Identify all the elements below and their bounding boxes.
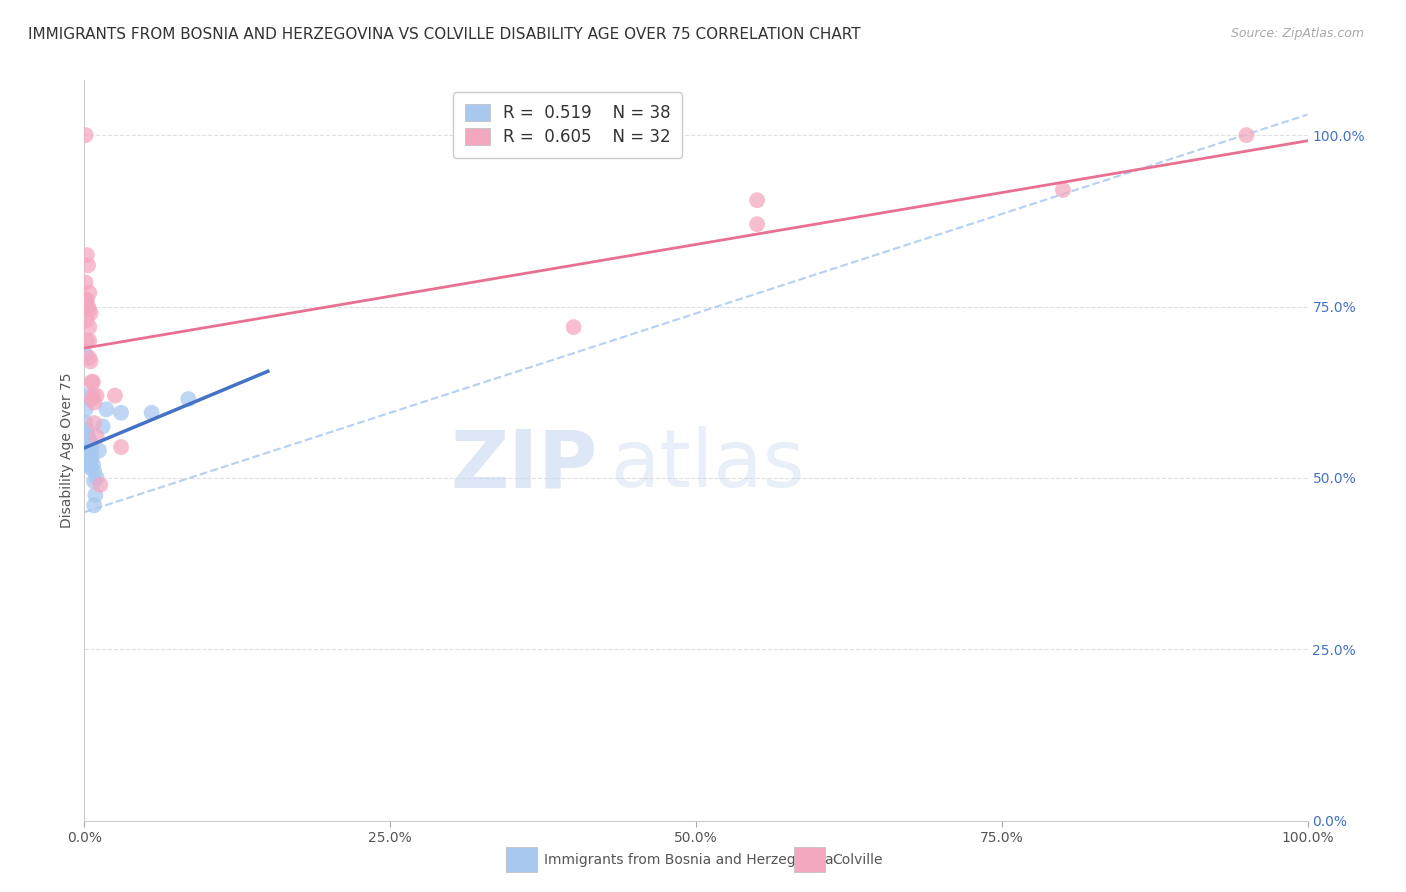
Point [104, 389, 127, 403]
Point [80, 442, 103, 456]
Point [747, 217, 769, 231]
Point [76, 313, 98, 327]
Point [177, 392, 200, 406]
Point [75, 128, 97, 142]
Point [75, 443, 97, 458]
Point [80, 375, 103, 389]
Text: IMMIGRANTS FROM BOSNIA AND HERZEGOVINA VS COLVILLE DISABILITY AGE OVER 75 CORREL: IMMIGRANTS FROM BOSNIA AND HERZEGOVINA V… [28, 27, 860, 42]
Point [82, 457, 104, 471]
Point [110, 440, 132, 454]
Point [82, 375, 104, 389]
Point [77, 440, 100, 454]
Text: ZIP: ZIP [451, 426, 598, 504]
Point [86, 471, 108, 485]
Point [80, 450, 103, 465]
Point [77, 302, 100, 317]
Point [141, 406, 163, 420]
Point [76, 248, 98, 262]
Text: atlas: atlas [610, 426, 804, 504]
Point [77, 443, 100, 458]
Point [79, 460, 101, 475]
Point [77, 285, 100, 300]
Text: Colville: Colville [832, 853, 883, 867]
Point [77, 259, 100, 273]
Point [77, 433, 100, 447]
Point [110, 406, 132, 420]
Point [77, 351, 100, 365]
Text: Immigrants from Bosnia and Herzegovina: Immigrants from Bosnia and Herzegovina [544, 853, 834, 867]
Point [79, 436, 101, 450]
Point [77, 320, 100, 334]
Point [77, 430, 100, 444]
Point [84, 488, 107, 502]
Point [77, 450, 100, 465]
Point [75, 438, 97, 452]
Point [77, 300, 100, 314]
Point [75, 433, 97, 447]
Point [1052, 183, 1074, 197]
Point [83, 498, 105, 512]
Point [75, 347, 97, 361]
Point [76, 438, 98, 452]
Point [76, 443, 98, 458]
Point [75, 389, 97, 403]
Point [83, 416, 105, 430]
Point [86, 430, 108, 444]
Point [75, 402, 97, 417]
Point [83, 395, 105, 409]
Point [76, 423, 98, 437]
Point [79, 306, 101, 320]
Point [89, 477, 111, 491]
Point [83, 475, 105, 489]
Point [79, 445, 101, 459]
Point [87, 443, 110, 458]
Point [75, 416, 97, 430]
Legend: R =  0.519    N = 38, R =  0.605    N = 32: R = 0.519 N = 38, R = 0.605 N = 32 [453, 92, 682, 158]
Text: Source: ZipAtlas.com: Source: ZipAtlas.com [1230, 27, 1364, 40]
Point [77, 334, 100, 348]
Point [82, 389, 104, 403]
Point [79, 454, 101, 468]
Point [1236, 128, 1258, 142]
Point [76, 450, 98, 465]
Point [96, 402, 118, 417]
Point [77, 457, 100, 471]
Point [75, 276, 97, 290]
Point [77, 436, 100, 450]
Point [76, 293, 98, 307]
Y-axis label: Disability Age Over 75: Disability Age Over 75 [60, 373, 75, 528]
Point [747, 193, 769, 207]
Point [562, 320, 585, 334]
Point [75, 293, 97, 307]
Point [76, 431, 98, 445]
Point [91, 419, 114, 434]
Point [75, 426, 97, 441]
Point [83, 464, 105, 478]
Point [86, 389, 108, 403]
Point [80, 392, 103, 406]
Point [79, 354, 101, 368]
Point [76, 334, 98, 348]
